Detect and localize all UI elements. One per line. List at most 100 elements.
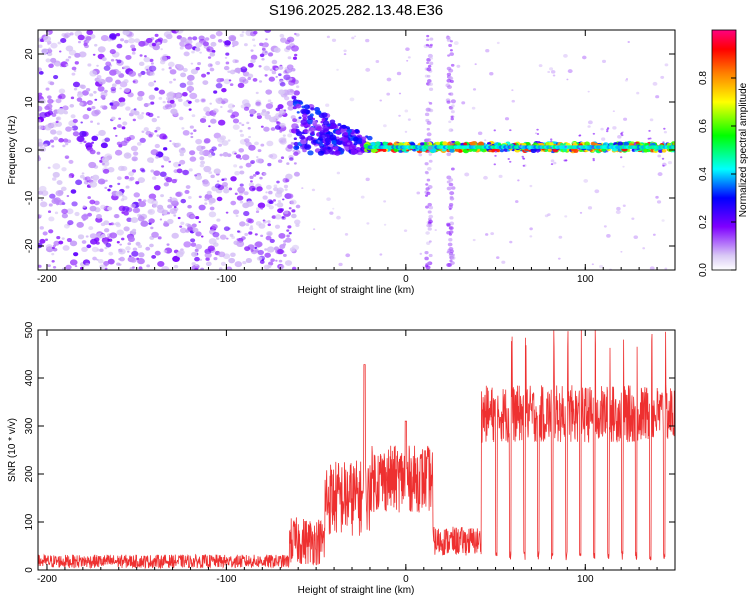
spectrogram-point [150, 169, 155, 173]
spectrogram-point [402, 148, 407, 152]
spectrogram-point [428, 219, 433, 224]
spectrogram-point [477, 141, 485, 147]
spectrogram-point [331, 38, 337, 42]
spectrogram-point [156, 41, 161, 45]
spectrogram-point [276, 202, 284, 208]
spectrogram-point [125, 246, 131, 251]
spectrogram-point [186, 99, 190, 103]
spectrogram-point [215, 237, 220, 240]
spectrogram-y-label: Frequency (Hz) [7, 116, 18, 185]
spectrogram-point [675, 143, 681, 147]
spectrogram-point [169, 99, 175, 104]
spectrogram-point [182, 67, 188, 72]
spectrogram-point [182, 91, 188, 97]
spectrogram-point [254, 141, 259, 146]
spectrogram-point [264, 252, 271, 258]
spectrogram-point [96, 77, 103, 83]
spectrogram-point [421, 148, 427, 152]
spectrogram-point [149, 71, 155, 77]
spectrogram-point [173, 111, 179, 117]
spectrogram-point [563, 54, 568, 58]
spectrogram-point [278, 233, 286, 239]
spectrogram-point [336, 171, 341, 175]
spectrogram-point [228, 187, 233, 191]
spectrogram-point [306, 135, 314, 141]
spectrogram-point [58, 50, 62, 53]
spectrogram-point [130, 217, 139, 224]
colorbar-tick-label: 0.0 [698, 263, 709, 277]
spectrogram-point [57, 95, 63, 99]
spectrogram-point [427, 79, 432, 83]
spectrogram-point [518, 144, 523, 148]
spectrogram-point [199, 150, 205, 156]
spectrogram-point [79, 84, 84, 89]
spectrogram-point [451, 186, 456, 190]
spectrogram-point [115, 190, 123, 197]
spectrogram-point [146, 68, 149, 71]
spectrogram-point [161, 165, 165, 168]
spectrogram-point [290, 115, 296, 120]
spectrogram-point [89, 205, 97, 212]
spectrogram-point [255, 207, 261, 211]
spectrogram-point [141, 169, 146, 173]
spectrogram-point [228, 109, 233, 113]
spectrogram-point [267, 223, 271, 227]
spectrogram-point [171, 232, 179, 239]
spectrogram-point [89, 181, 98, 188]
spectrogram-point [81, 240, 87, 244]
spectrogram-point [252, 77, 258, 82]
spectrogram-point [148, 94, 156, 100]
spectrogram-point [564, 215, 568, 218]
spectrogram-point [49, 81, 55, 86]
spectrogram-point [44, 124, 52, 131]
spectrogram-point [446, 66, 452, 71]
spectrogram-point [557, 257, 561, 260]
spectrogram-point [80, 121, 83, 124]
spectrogram-point [424, 256, 429, 261]
spectrogram-point [241, 123, 245, 127]
spectrogram-point [472, 238, 476, 242]
spectrogram-point [194, 248, 199, 252]
spectrogram-x-label: Height of straight line (km) [298, 285, 415, 296]
spectrogram-point [179, 159, 186, 165]
spectrogram-point [219, 234, 227, 240]
spectrogram-point [271, 59, 278, 65]
spectrogram-point [109, 102, 114, 106]
spectrogram-point [95, 216, 103, 223]
spectrogram-point [132, 247, 138, 252]
spectrogram-point [244, 43, 248, 47]
spectrogram-point [45, 244, 53, 250]
spectrogram-point [130, 145, 138, 152]
spectrogram-point [150, 101, 155, 105]
spectrogram-point [148, 193, 157, 200]
spectrogram-point [107, 258, 115, 265]
spectrogram-point [420, 142, 425, 146]
spectrogram-point [195, 42, 203, 48]
spectrogram-point [250, 160, 256, 164]
spectrogram-point [265, 191, 268, 194]
spectrogram-point [275, 67, 279, 70]
spectrogram-point [293, 32, 297, 35]
spectrogram-point [56, 235, 61, 240]
spectrogram-point [204, 252, 212, 259]
spectrogram-point [150, 62, 154, 65]
spectrogram-point [58, 240, 64, 245]
spectrogram-point [62, 144, 66, 148]
spectrogram-point [189, 150, 196, 156]
spectrogram-point [275, 259, 278, 262]
spectrogram-point [647, 137, 650, 140]
spectrogram-point [151, 117, 158, 123]
spectrogram-point [606, 130, 609, 133]
spectrogram-point [366, 222, 370, 225]
spectrogram-point [61, 167, 67, 172]
colorbar-gradient [711, 29, 737, 271]
spectrogram-point [38, 92, 43, 97]
spectrogram-point [255, 158, 263, 164]
spectrogram-point [296, 111, 300, 114]
spectrogram-point [259, 176, 263, 180]
spectrogram-point [192, 36, 198, 41]
spectrogram-point [331, 140, 337, 145]
spectrogram-point [121, 165, 128, 171]
spectrogram-point [553, 161, 557, 165]
spectrogram-point [302, 148, 307, 153]
